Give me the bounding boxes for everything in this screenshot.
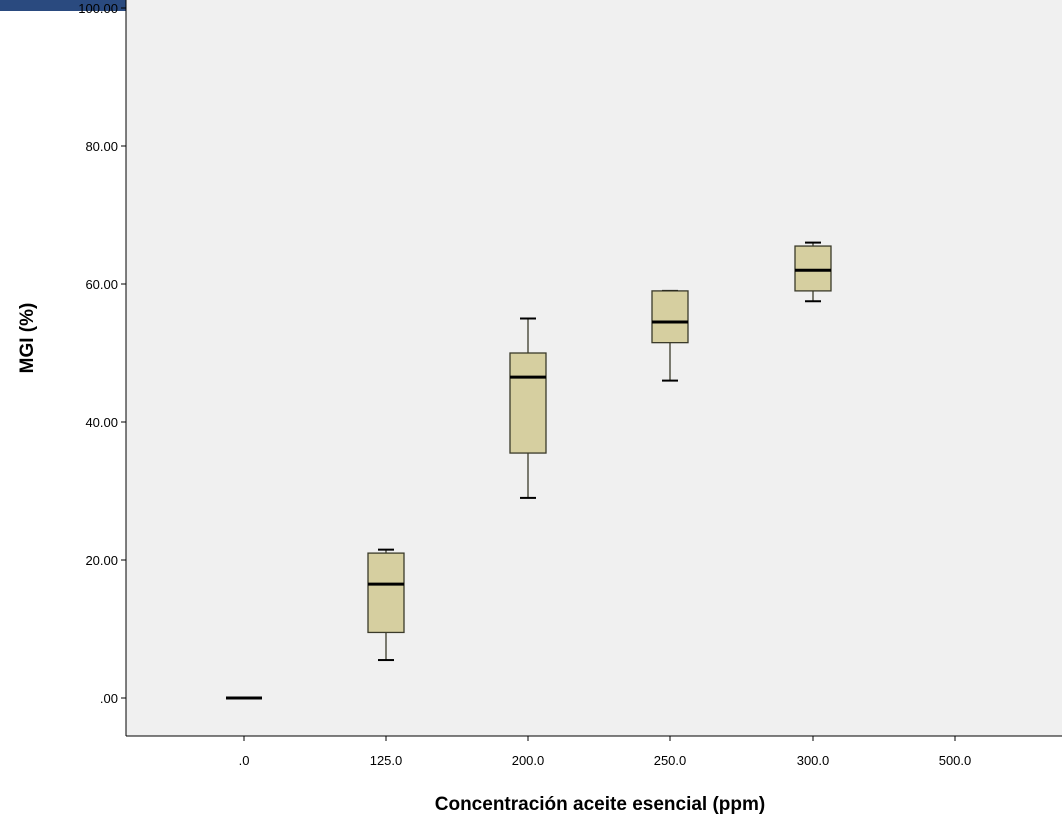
- x-tick-label: .0: [239, 753, 250, 768]
- box-iqr: [367, 552, 405, 634]
- x-tick-label: 300.0: [797, 753, 830, 768]
- plot-area: [126, 0, 1062, 736]
- x-tick-label: 125.0: [370, 753, 403, 768]
- x-tick-label: 200.0: [512, 753, 545, 768]
- x-axis: .0 125.0 200.0 250.0 300.0 500.0: [126, 735, 1062, 768]
- y-axis-title: MGI (%): [17, 303, 38, 374]
- box-iqr: [794, 245, 832, 292]
- y-tick-label: 100.00: [78, 1, 118, 16]
- y-tick-label: 60.00: [85, 277, 118, 292]
- x-tick-label: 250.0: [654, 753, 687, 768]
- box-series: [226, 241, 832, 700]
- box-200-0: [509, 317, 547, 499]
- y-tick-label: .00: [100, 691, 118, 706]
- x-tick-label: 500.0: [939, 753, 972, 768]
- y-tick-label: 40.00: [85, 415, 118, 430]
- x-axis-title: Concentración aceite esencial (ppm): [435, 794, 766, 815]
- box-iqr: [651, 290, 689, 344]
- y-axis: .00 20.00 40.00 60.00 80.00 100.00: [78, 0, 127, 736]
- box-125-0: [367, 548, 405, 662]
- box-iqr: [509, 352, 547, 454]
- y-tick-label: 20.00: [85, 553, 118, 568]
- box-250-0: [651, 289, 689, 382]
- y-tick-label: 80.00: [85, 139, 118, 154]
- box-300-0: [794, 241, 832, 303]
